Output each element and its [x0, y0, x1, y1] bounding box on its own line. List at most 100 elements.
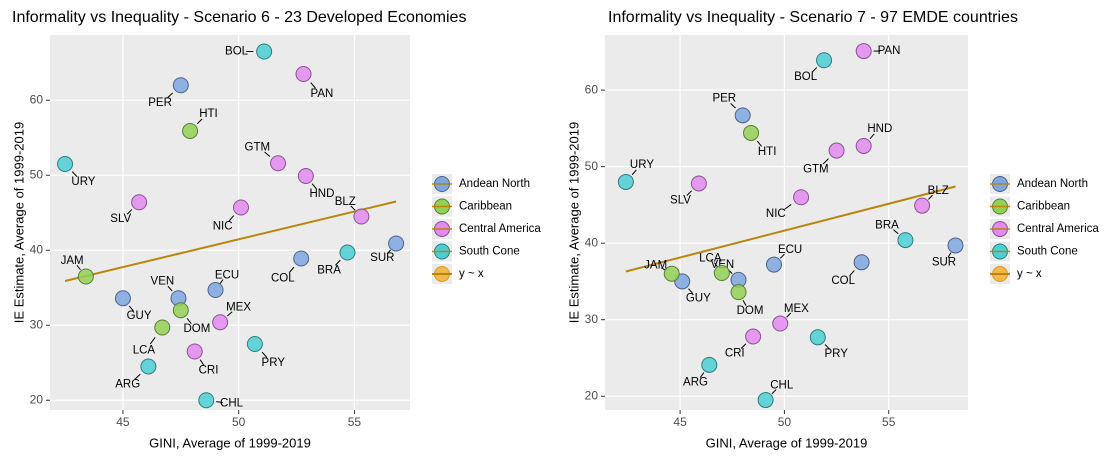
label-leader — [261, 351, 268, 358]
data-point — [855, 137, 872, 154]
plot-panel — [605, 35, 968, 410]
label-leader — [869, 133, 875, 140]
label-leader — [730, 103, 736, 109]
legend-label: Caribbean — [1017, 201, 1070, 213]
data-point — [914, 197, 931, 214]
data-point — [353, 208, 370, 225]
chart-title: Informality vs Inequality - Scenario 6 -… — [12, 9, 466, 26]
label-leader — [186, 318, 192, 325]
label-leader — [779, 253, 785, 259]
label-leader — [740, 343, 747, 349]
data-point — [743, 124, 760, 141]
label-leader — [947, 252, 952, 258]
data-point — [295, 66, 312, 82]
x-tick-label: 55 — [882, 415, 896, 429]
point-label: GUY — [686, 292, 711, 304]
point-label: PER — [712, 93, 736, 105]
data-point — [140, 358, 157, 375]
label-leader — [310, 82, 316, 89]
x-axis-label: GINI, Average of 1999-2019 — [149, 435, 311, 450]
y-tick-label: 30 — [585, 312, 599, 326]
data-point — [772, 315, 789, 332]
data-point — [77, 268, 94, 285]
point-label: PRY — [262, 357, 286, 369]
data-point — [388, 235, 405, 252]
label-leader — [227, 311, 233, 317]
legend-label: Andean North — [1017, 178, 1088, 190]
plot-panel — [50, 35, 410, 410]
data-point — [131, 194, 148, 211]
point-label: LCA — [699, 252, 722, 264]
label-leader — [928, 194, 933, 200]
label-leader — [71, 171, 78, 178]
label-leader — [756, 140, 762, 147]
label-leader — [128, 305, 134, 312]
x-tick-label: 55 — [348, 415, 362, 429]
label-leader — [771, 389, 777, 395]
data-point — [256, 43, 273, 60]
label-leader — [216, 401, 223, 403]
point-label: BOL — [794, 71, 818, 83]
point-label: CRI — [725, 347, 745, 359]
point-label: CRI — [199, 364, 219, 376]
point-label: PAN — [878, 45, 901, 57]
label-leader — [76, 264, 81, 271]
legend-label: Central America — [459, 223, 541, 235]
legend-label: South Cone — [459, 246, 520, 258]
point-label: PAN — [311, 88, 334, 100]
data-point — [897, 232, 914, 249]
data-point — [293, 250, 310, 267]
label-leader — [786, 312, 792, 318]
data-point — [745, 328, 762, 345]
label-leader — [228, 215, 235, 222]
point-label: ARG — [115, 378, 140, 390]
label-leader — [219, 279, 224, 284]
label-leader — [288, 266, 295, 274]
label-leader — [849, 270, 855, 277]
trend-line — [625, 185, 956, 273]
label-leader — [199, 359, 205, 366]
y-tick-label: 20 — [30, 392, 44, 406]
label-leader — [350, 205, 356, 211]
data-point — [617, 173, 634, 190]
data-point — [246, 336, 263, 352]
data-point — [339, 244, 356, 261]
point-label: NIC — [766, 208, 786, 220]
y-tick-label: 40 — [30, 242, 44, 256]
label-leader — [824, 344, 831, 350]
label-leader — [713, 262, 718, 268]
y-tick-label: 60 — [585, 82, 599, 96]
label-leader — [335, 259, 341, 266]
data-point — [765, 256, 782, 273]
trend-line — [64, 200, 397, 282]
point-label: CHL — [220, 397, 244, 409]
data-point — [172, 77, 189, 94]
point-label: SUR — [370, 252, 394, 264]
point-label: BOL — [225, 46, 249, 58]
point-label: BRA — [317, 264, 341, 276]
label-leader — [134, 373, 141, 380]
label-leader — [699, 372, 705, 378]
data-point — [853, 254, 870, 271]
x-tick-label: 50 — [778, 415, 792, 429]
point-label: GTM — [803, 163, 829, 175]
data-point — [828, 142, 845, 159]
data-point — [212, 314, 229, 331]
point-label: HND — [867, 123, 892, 135]
x-axis-label: GINI, Average of 1999-2019 — [706, 435, 868, 450]
point-label: URY — [71, 176, 95, 188]
point-label: PRY — [824, 348, 848, 360]
data-point — [690, 175, 707, 192]
point-label: SLV — [670, 194, 691, 206]
label-leader — [631, 169, 637, 176]
data-point — [182, 123, 199, 139]
point-label: BLZ — [335, 196, 356, 208]
point-label: HND — [309, 188, 334, 200]
label-leader — [688, 288, 694, 294]
data-point — [947, 237, 964, 254]
data-point — [809, 329, 826, 346]
data-point — [757, 392, 774, 409]
point-label: BLZ — [928, 185, 949, 197]
label-leader — [742, 300, 747, 306]
